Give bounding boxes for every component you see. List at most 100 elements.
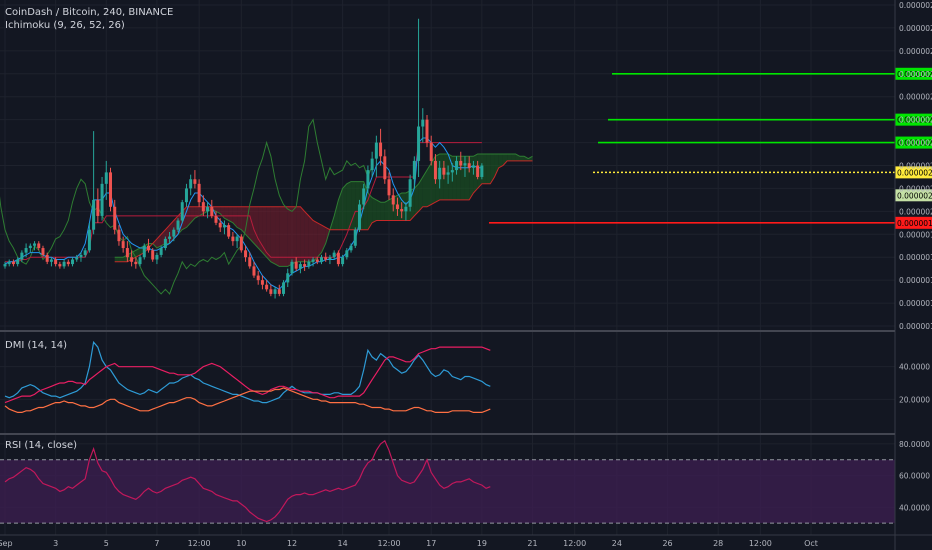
cloud-segment	[443, 154, 449, 200]
cloud-segment	[502, 154, 508, 166]
time-axis-tick: 12:00	[749, 539, 772, 548]
candle-body	[298, 264, 302, 269]
price-axis-tick: 0.00000230	[899, 139, 932, 148]
candle-body	[41, 248, 45, 255]
candle-body	[62, 261, 66, 267]
candle-body	[155, 254, 159, 260]
candle-body	[320, 257, 323, 262]
cloud-segment	[287, 206, 292, 267]
time-axis-tick: 12:00	[377, 539, 400, 548]
dmi-series-line	[4, 346, 491, 404]
candle-body	[471, 165, 475, 168]
cloud-segment	[220, 206, 225, 219]
candle-body	[455, 160, 459, 171]
candle-body	[231, 236, 235, 242]
time-axis-tick: 3	[53, 539, 58, 548]
candle-body	[96, 199, 100, 216]
candle-body	[324, 257, 328, 260]
time-axis-tick: 14	[338, 539, 348, 548]
candle-body	[265, 284, 269, 290]
cloud-segment	[317, 222, 322, 258]
candle-body	[79, 254, 83, 258]
panel-dividers[interactable]	[0, 330, 895, 435]
time-axis-tick: 12:00	[188, 539, 211, 548]
candle-body	[45, 254, 49, 262]
cloud-segment	[507, 154, 512, 161]
time-axis-tick: 10	[236, 539, 246, 548]
candle-body	[121, 241, 125, 249]
tenkan-line	[4, 137, 482, 290]
candle-body	[210, 206, 214, 216]
cloud-segment	[477, 154, 482, 189]
cloud-segment	[511, 154, 516, 161]
price-axis-tick: 0.00000150	[899, 322, 932, 331]
candle-body	[408, 179, 412, 207]
candle-body	[429, 142, 433, 161]
candle-body	[404, 206, 408, 212]
cloud-segment	[401, 193, 406, 221]
cloud-segment	[528, 156, 533, 161]
price-axis-tick: 0.00000210	[899, 184, 932, 193]
price-level-label: 0.00000240	[897, 116, 932, 125]
candle-body	[180, 202, 184, 221]
cloud-segment	[249, 206, 254, 244]
price-level-tag	[895, 166, 932, 179]
candle-body	[189, 179, 193, 189]
cloud-segment	[494, 154, 499, 177]
ichimoku-legend: Ichimoku (9, 26, 52, 26)	[5, 20, 125, 31]
time-axis-tick: 26	[662, 539, 672, 548]
price-axis-tick: 0.00000190	[899, 230, 932, 239]
kijun-line	[5, 142, 482, 263]
cloud-segment	[279, 206, 284, 267]
price-levels[interactable]: 0.00000260 0.00000240 0.00000230 0.00000217…	[489, 67, 932, 229]
candle-body	[417, 126, 421, 161]
rsi-series-line	[4, 439, 491, 523]
cloud-segment	[313, 220, 318, 262]
candle-body	[222, 225, 226, 228]
candle-body	[395, 204, 399, 210]
cloud-segment	[253, 206, 259, 249]
candle-body	[379, 142, 383, 157]
price-axis[interactable]: 0.00000290 0.00000280 0.00000270 0.00000260…	[894, 0, 932, 550]
price-axis-tick: 0.00000200	[899, 207, 932, 216]
cloud-segment	[367, 193, 373, 230]
cloud-segment	[372, 197, 377, 223]
dmi-series-line	[4, 340, 491, 404]
chikou-line	[0, 118, 373, 295]
price-level-label: 0.00000230	[897, 139, 932, 148]
cloud-segment	[228, 206, 233, 223]
cloud-segment	[524, 156, 529, 161]
cloud-segment	[152, 238, 157, 249]
price-axis-tick: 0.00000280	[899, 24, 932, 33]
candle-body	[87, 229, 91, 251]
candle-body	[467, 163, 471, 168]
cloud-segment	[237, 206, 242, 230]
last-price-tag	[895, 189, 932, 202]
time-axis-tick: 5	[104, 539, 109, 548]
cloud-segment	[186, 206, 191, 228]
candle-body	[442, 167, 446, 175]
time-axis[interactable]: Sep 3 5 7 12:00 10 12 14 12:00 17 19 21 12:00 24 26 28 1…	[0, 534, 932, 548]
cloud-segment	[224, 206, 229, 221]
candle-body	[412, 160, 416, 180]
rsi-axis-tick: 60.0000	[899, 472, 930, 481]
cloud-segment	[422, 170, 427, 207]
candle-body	[218, 222, 222, 228]
candle-body	[260, 280, 264, 285]
time-axis-tick: Oct	[804, 539, 818, 548]
price-level-tag	[895, 216, 932, 229]
cloud-segment	[245, 206, 250, 239]
candle-body	[463, 163, 467, 166]
dmi-series-line	[4, 387, 491, 413]
span-a-line	[114, 153, 533, 267]
candle-body	[357, 204, 361, 230]
cloud-segment	[346, 181, 352, 230]
cloud-segment	[380, 202, 385, 221]
cloud-segment	[291, 206, 297, 265]
candle-body	[303, 264, 307, 267]
rsi-panel	[0, 439, 895, 524]
candle-body	[273, 289, 277, 294]
candle-body	[130, 257, 134, 262]
candle-body	[248, 257, 252, 267]
